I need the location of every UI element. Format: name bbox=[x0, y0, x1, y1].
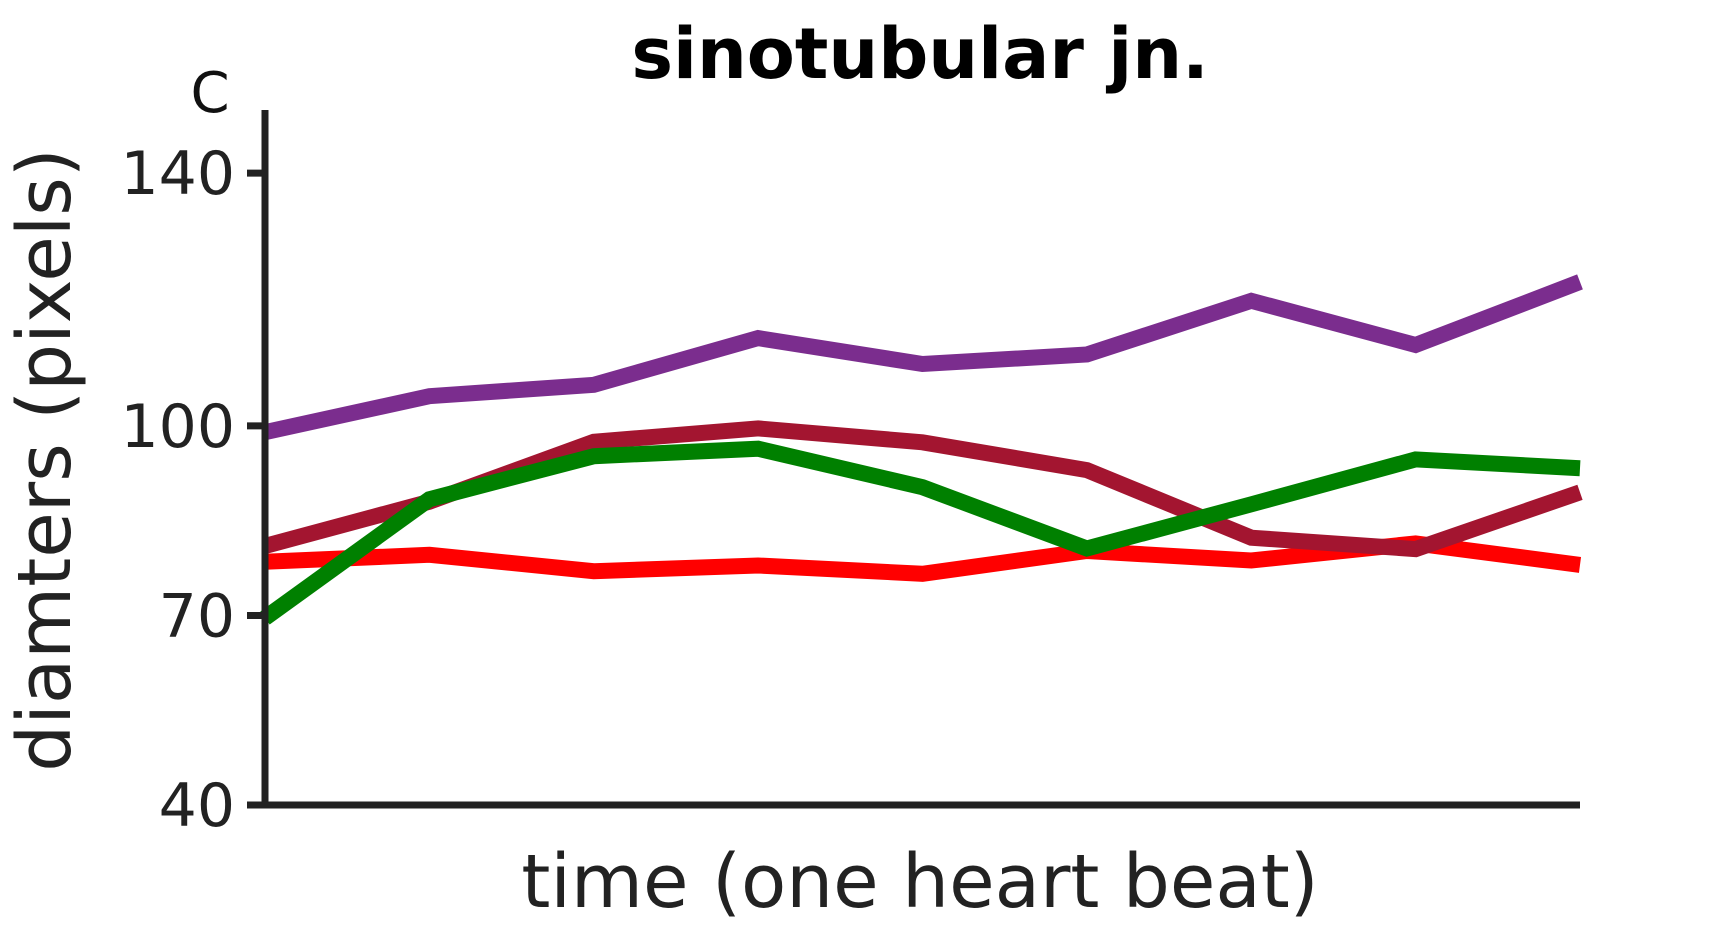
series-layer bbox=[260, 274, 1583, 625]
y-axis-label: diamters (pixels) bbox=[2, 148, 88, 771]
y-tick-label: 40 bbox=[159, 771, 235, 841]
series-line-4 bbox=[260, 440, 1581, 625]
series-line-3 bbox=[263, 274, 1583, 441]
y-tick-label: 100 bbox=[120, 392, 235, 462]
axes-layer: 40 70 100 140 bbox=[120, 110, 1580, 841]
y-tick-label: 70 bbox=[159, 581, 235, 651]
panel-label: C bbox=[190, 61, 229, 126]
y-tick-label: 140 bbox=[120, 139, 235, 209]
x-axis-label: time (one heart beat) bbox=[521, 839, 1318, 925]
chart-title: sinotubular jn. bbox=[631, 13, 1208, 95]
